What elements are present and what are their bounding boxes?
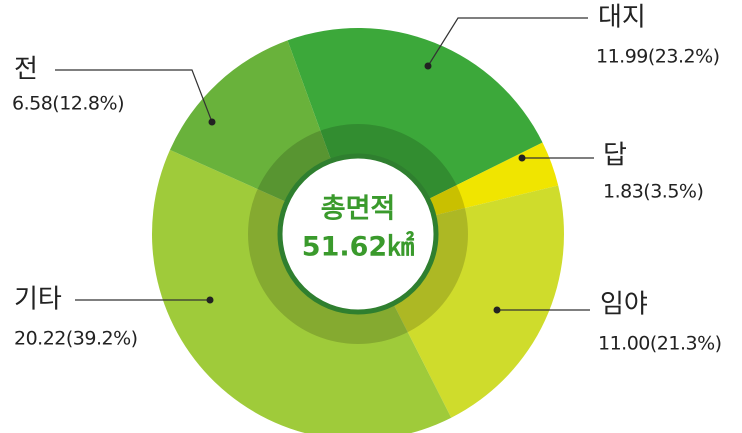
category-label: 임야 [600, 290, 648, 320]
category-label: 전 [14, 55, 38, 85]
leader-line [55, 69, 213, 123]
leader-dot [518, 154, 526, 162]
category-label: 답 [603, 141, 627, 171]
value-label: 11.00(21.3%) [598, 333, 722, 355]
leader-dot [493, 306, 501, 314]
value-label: 1.83(3.5%) [603, 181, 703, 203]
value-label: 11.99(23.2%) [596, 46, 720, 68]
center-circle [277, 153, 439, 315]
value-label: 20.22(39.2%) [14, 328, 138, 350]
category-label: 대지 [598, 3, 646, 33]
leader-dot [206, 296, 214, 304]
leader-dot [424, 62, 432, 70]
leader-line [427, 17, 588, 67]
center-value: 51.62㎢ [302, 231, 414, 263]
leader-dot [208, 118, 216, 126]
center-title: 총면적 [321, 194, 396, 225]
category-label: 기타 [14, 285, 62, 315]
value-label: 6.58(12.8%) [12, 93, 124, 115]
